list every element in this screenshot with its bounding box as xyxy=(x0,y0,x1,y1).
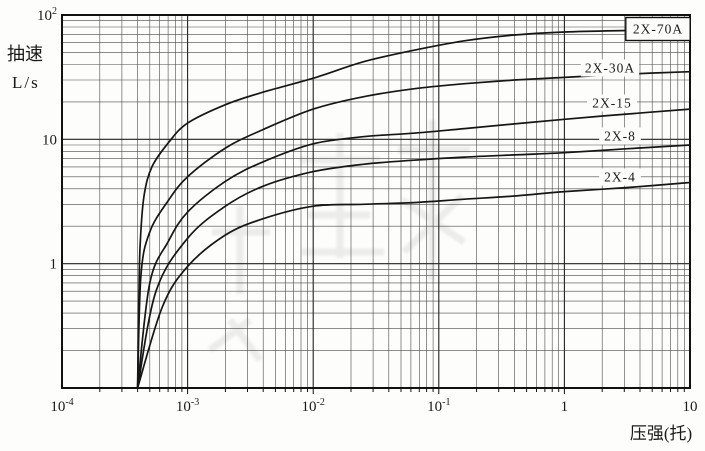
x-tick-label: 10-2 xyxy=(302,397,325,415)
curve-label-bg xyxy=(599,127,641,145)
y-tick-label: 10 xyxy=(42,132,57,148)
curve-label-bg xyxy=(599,168,641,186)
curve-label-text: 2X-4 xyxy=(604,170,636,185)
x-tick-label: 10-1 xyxy=(427,397,450,415)
x-tick-label: 10-4 xyxy=(50,397,73,415)
curve-label-text: 2X-15 xyxy=(592,96,632,111)
curve-label-2X-4: 2X-4 xyxy=(599,168,641,186)
x-tick-label: 1 xyxy=(561,399,569,415)
curve-label-text: 2X-30A xyxy=(585,61,635,76)
pump-curves xyxy=(136,28,691,389)
y-axis-title: 抽速 xyxy=(7,44,43,64)
curve-label-2X-8: 2X-8 xyxy=(599,127,641,145)
y-axis-unit: L/s xyxy=(12,73,40,92)
curve-label-text: 2X-70A xyxy=(633,22,683,37)
curve-2X-15 xyxy=(136,108,691,389)
plot-border xyxy=(61,14,691,389)
curve-2X-30A xyxy=(136,70,691,389)
curve-label-2X-15: 2X-15 xyxy=(587,94,637,112)
x-tick-label: 10-3 xyxy=(176,397,199,415)
y-tick-label: 102 xyxy=(37,6,57,24)
curve-label-box xyxy=(625,16,691,42)
curve-label-2X-30A: 2X-30A xyxy=(580,59,640,77)
curve-label-2X-70A: 2X-70A xyxy=(625,16,691,42)
curve-2X-70A xyxy=(136,28,691,389)
curve-2X-4 xyxy=(136,181,691,389)
x-tick-label: 10 xyxy=(683,399,698,415)
x-axis-title: 压强(托) xyxy=(630,424,692,443)
curve-labels: 2X-70A 2X-30A 2X-15 2X-8 2X-4 xyxy=(580,16,691,186)
x-axis-tick-marks xyxy=(99,388,685,394)
curve-label-bg xyxy=(580,59,640,77)
watermark xyxy=(207,120,470,363)
y-tick-label: 1 xyxy=(50,257,58,273)
curve-label-text: 2X-8 xyxy=(604,129,636,144)
plot-frame xyxy=(61,14,691,389)
curve-label-bg xyxy=(587,94,637,112)
axis-ticks xyxy=(99,388,685,394)
curve-2X-8 xyxy=(136,144,691,389)
